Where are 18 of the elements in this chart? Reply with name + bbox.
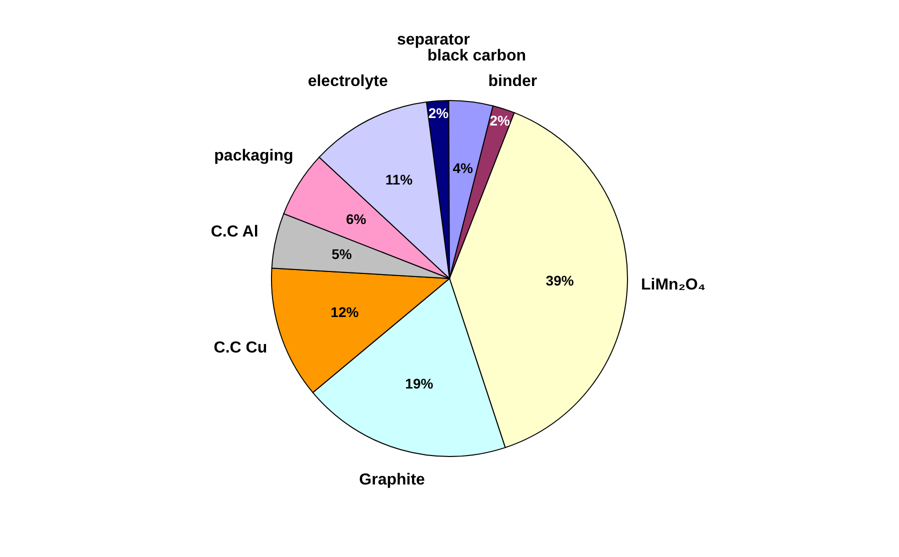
slice-label: black carbon (427, 47, 526, 64)
data-label: 5% (332, 246, 352, 262)
slice-label: LiMn₂O₄ (640, 276, 706, 294)
data-label: 6% (346, 210, 367, 227)
data-label: 12% (330, 304, 360, 320)
slice-label: C.C Cu (214, 339, 268, 356)
slice-label: electrolyte (308, 73, 388, 90)
data-label: 39% (546, 272, 574, 288)
data-label: 2% (428, 104, 450, 121)
slice-label: packaging (214, 147, 294, 164)
slice-label: separator (396, 31, 470, 48)
slice-label: C.C Al (210, 223, 258, 240)
data-label: 2% (490, 112, 510, 128)
data-label: 4% (452, 160, 474, 176)
slice-label: Graphite (359, 471, 426, 488)
data-label: 19% (405, 376, 434, 392)
slice-label: binder (488, 73, 538, 90)
data-label: 11% (385, 171, 414, 188)
